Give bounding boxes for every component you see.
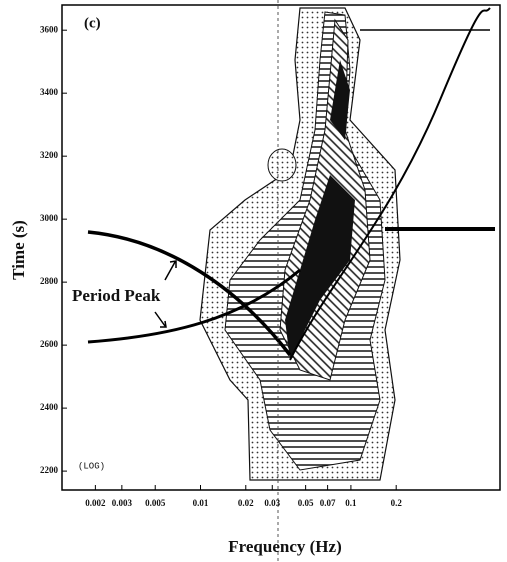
y-tick-label: 3200 bbox=[40, 150, 59, 160]
y-tick-label: 2200 bbox=[40, 465, 59, 475]
x-tick-label: 0.02 bbox=[238, 498, 254, 508]
arrow bbox=[154, 311, 167, 328]
x-tick-label: 0.07 bbox=[320, 498, 336, 508]
annotation: Period Peak bbox=[72, 286, 161, 305]
peak-curve bbox=[87, 230, 292, 357]
x-tick-label: 0.03 bbox=[264, 498, 280, 508]
scale-note: (LOG) bbox=[78, 461, 105, 471]
x-tick-label: 0.1 bbox=[345, 498, 357, 508]
contour-island bbox=[267, 148, 297, 182]
x-tick-label: 0.05 bbox=[298, 498, 314, 508]
y-axis-label: Time (s) bbox=[9, 220, 28, 280]
x-axis-label: Frequency (Hz) bbox=[228, 537, 341, 556]
x-tick-label: 0.003 bbox=[112, 498, 133, 508]
arrow bbox=[164, 260, 177, 281]
y-tick-label: 2800 bbox=[40, 276, 59, 286]
ridge-curve bbox=[289, 7, 491, 361]
peak-curve bbox=[87, 268, 301, 344]
plot-frame bbox=[61, 4, 501, 491]
x-tick-label: 0.005 bbox=[145, 498, 166, 508]
x-tick-label: 0.2 bbox=[391, 498, 403, 508]
y-tick-label: 2600 bbox=[40, 339, 59, 349]
y-tick-label: 2400 bbox=[40, 402, 59, 412]
panel-label: (c) bbox=[84, 15, 101, 31]
x-tick-label: 0.002 bbox=[85, 498, 106, 508]
y-tick-label: 3000 bbox=[40, 213, 59, 223]
y-tick-label: 3400 bbox=[40, 87, 59, 97]
plot-area bbox=[87, 0, 495, 562]
contour-peak bbox=[285, 60, 355, 360]
x-tick-label: 0.01 bbox=[193, 498, 209, 508]
y-tick-label: 3600 bbox=[40, 24, 59, 34]
